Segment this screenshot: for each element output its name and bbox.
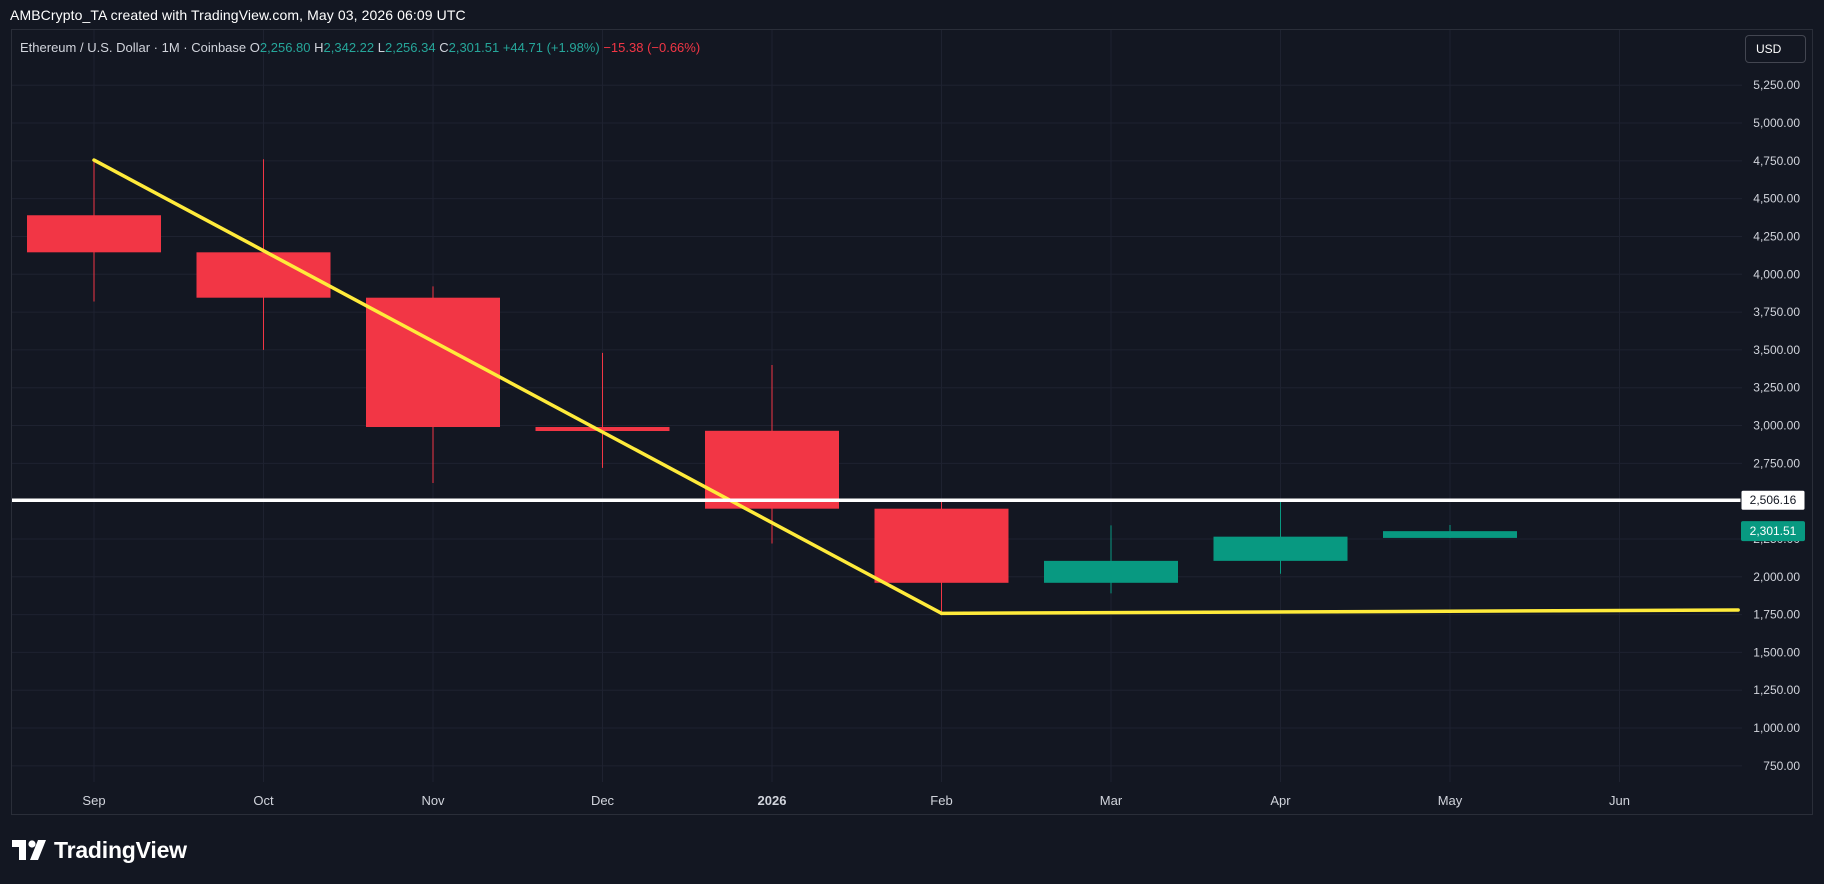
time-tick-label: 2026 <box>758 793 787 808</box>
open-value: 2,256.80 <box>259 40 311 55</box>
time-axis[interactable]: Sep Oct Nov Dec 2026 Feb Mar Apr May Jun <box>82 793 1630 808</box>
trendline[interactable] <box>939 608 1740 616</box>
time-tick-label: Mar <box>1100 793 1123 808</box>
low-label: L <box>377 40 385 55</box>
price-tick-label: 1,500.00 <box>1753 645 1800 659</box>
time-tick-label: Oct <box>253 793 274 808</box>
candle-body <box>1383 531 1517 538</box>
price-tick-label: 3,500.00 <box>1753 343 1800 357</box>
time-tick-label: Dec <box>591 793 615 808</box>
price-tick-label: 3,250.00 <box>1753 381 1800 395</box>
open-label: O <box>249 40 260 55</box>
last-price-label: 2,301.51 <box>1750 524 1797 538</box>
tradingview-logo-icon <box>12 840 46 860</box>
candle-body <box>874 508 1009 583</box>
time-tick-label: Feb <box>930 793 952 808</box>
drawings[interactable] <box>12 158 1742 616</box>
time-tick-label: Nov <box>421 793 445 808</box>
price-tick-label: 4,250.00 <box>1753 229 1800 243</box>
level-price-badge <box>1740 489 1806 511</box>
last-price-badge <box>1741 521 1805 542</box>
close-value: 2,301.51 <box>448 40 500 55</box>
candle-body <box>705 430 839 509</box>
candle-body <box>535 427 670 432</box>
grid-lines <box>12 30 1742 782</box>
price-tick-label: 1,000.00 <box>1753 721 1800 735</box>
candle-body <box>27 215 161 253</box>
change-value: +44.71 (+1.98%) <box>502 40 600 55</box>
candle-body <box>1213 536 1348 561</box>
price-tick-label: 3,750.00 <box>1753 305 1800 319</box>
price-tick-label: 5,000.00 <box>1753 116 1800 130</box>
high-value: 2,342.22 <box>323 40 375 55</box>
candlestick-series <box>27 159 1517 615</box>
high-label: H <box>314 40 324 55</box>
trendline[interactable] <box>92 158 944 616</box>
price-tick-label: 2,750.00 <box>1753 456 1800 470</box>
low-value: 2,256.34 <box>384 40 436 55</box>
price-tick-label: 1,750.00 <box>1753 608 1800 622</box>
currency-button[interactable]: USD <box>1745 35 1806 63</box>
price-axis[interactable]: 750.00 1,000.00 1,250.00 1,500.00 1,750.00 2,… <box>1740 78 1806 773</box>
chart-pane[interactable] <box>11 29 1813 815</box>
price-tick-label: 2,000.00 <box>1753 570 1800 584</box>
time-tick-label: May <box>1438 793 1463 808</box>
candle-body <box>1044 560 1178 583</box>
time-tick-label: Jun <box>1609 793 1630 808</box>
publish-caption: AMBCrypto_TA created with TradingView.co… <box>10 7 466 23</box>
price-tick-label: 4,000.00 <box>1753 267 1800 281</box>
level-price-label: 2,506.16 <box>1750 493 1797 507</box>
brand-name: TradingView <box>54 836 187 863</box>
symbol-title[interactable]: Ethereum / U.S. Dollar · 1M · Coinbase <box>20 40 247 55</box>
tradingview-logo: TradingView <box>12 836 187 864</box>
price-tick-label: 4,500.00 <box>1753 192 1800 206</box>
price-tick-label: 750.00 <box>1763 759 1800 773</box>
price-tick-label: 5,250.00 <box>1753 78 1800 92</box>
secondary-change-value: −15.38 (−0.66%) <box>603 40 701 55</box>
time-tick-label: Sep <box>82 793 105 808</box>
symbol-legend[interactable]: Ethereum / U.S. Dollar · 1M · Coinbase O… <box>20 40 700 55</box>
close-label: C <box>439 40 449 55</box>
price-tick-label: 4,750.00 <box>1753 154 1800 168</box>
price-tick-label: 1,250.00 <box>1753 683 1800 697</box>
time-tick-label: Apr <box>1270 793 1291 808</box>
price-tick-label: 3,000.00 <box>1753 419 1800 433</box>
